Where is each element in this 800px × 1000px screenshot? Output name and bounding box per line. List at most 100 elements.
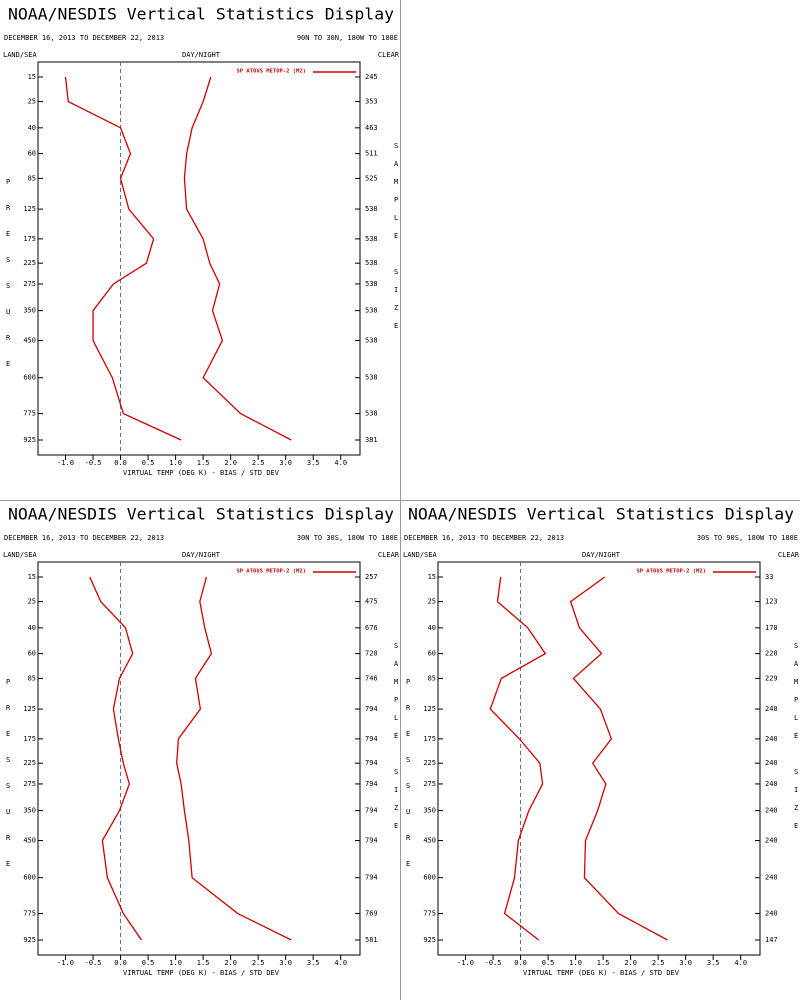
sample-size: 794 xyxy=(365,759,378,767)
y-tick-label: 40 xyxy=(428,624,436,632)
day-night: DAY/NIGHT xyxy=(582,551,621,559)
y-tick-label: 40 xyxy=(28,124,36,132)
sample-size: 229 xyxy=(765,674,778,682)
sample-size: 381 xyxy=(365,436,378,444)
std-dev-line xyxy=(176,576,292,941)
y-tick-label: 925 xyxy=(423,936,436,944)
x-tick-label: 3.5 xyxy=(307,959,320,967)
x-tick-label: 1.5 xyxy=(197,959,210,967)
y-tick-label: 225 xyxy=(23,259,36,267)
sample-size: 147 xyxy=(765,936,778,944)
y-tick-label: 450 xyxy=(423,837,436,845)
sample-size: 538 xyxy=(365,374,378,382)
sample-size: 769 xyxy=(365,910,378,918)
sample-size: 538 xyxy=(365,205,378,213)
sample-size: 676 xyxy=(365,624,378,632)
sample-size: 794 xyxy=(365,780,378,788)
sample-size: 240 xyxy=(765,910,778,918)
x-axis-label: VIRTUAL TEMP (DEG K) - BIAS / STD DEV xyxy=(123,969,280,977)
x-tick-label: -1.0 xyxy=(57,459,74,467)
y-tick-label: 85 xyxy=(28,674,36,682)
y-tick-label: 350 xyxy=(23,307,36,315)
y-tick-label: 15 xyxy=(28,573,36,581)
sample-size: 353 xyxy=(365,98,378,106)
y-tick-label: 60 xyxy=(28,150,36,158)
sample-size: 794 xyxy=(365,837,378,845)
sample-size: 746 xyxy=(365,674,378,682)
y-tick-label: 600 xyxy=(423,874,436,882)
plot-frame xyxy=(37,61,361,456)
region: 30N TO 30S, 180W TO 180E xyxy=(297,534,398,542)
legend-label: SP ATOVS METOP-2 (M2) xyxy=(636,569,706,575)
sample-size: 794 xyxy=(365,874,378,882)
y-tick-label: 25 xyxy=(28,98,36,106)
x-tick-label: 0.5 xyxy=(142,959,155,967)
y-tick-label: 85 xyxy=(428,674,436,682)
x-tick-label: 2.5 xyxy=(252,959,265,967)
sample-size: 240 xyxy=(765,837,778,845)
x-tick-label: 2.0 xyxy=(224,459,237,467)
x-tick-label: 3.0 xyxy=(679,959,692,967)
sample-size: 257 xyxy=(365,573,378,581)
plot-frame xyxy=(437,561,761,956)
y-tick-label: 15 xyxy=(28,73,36,81)
std-dev-line xyxy=(183,76,292,441)
y-tick-label: 925 xyxy=(23,936,36,944)
x-tick-label: 3.5 xyxy=(707,959,720,967)
day-night: DAY/NIGHT xyxy=(182,551,221,559)
bias-line xyxy=(489,576,547,941)
land-sea: LAND/SEA xyxy=(3,51,38,59)
day-night: DAY/NIGHT xyxy=(182,51,221,59)
clear: CLEAR xyxy=(378,551,400,559)
x-tick-label: 4.0 xyxy=(734,959,747,967)
sample-size: 123 xyxy=(765,598,778,606)
sample-size: 240 xyxy=(765,735,778,743)
y-tick-label: 775 xyxy=(423,910,436,918)
chart-title: NOAA/NESDIS Vertical Statistics Display xyxy=(8,5,394,24)
y-tick-label: 275 xyxy=(23,780,36,788)
sample-size: 245 xyxy=(365,73,378,81)
y-tick-label: 275 xyxy=(23,280,36,288)
sample-size: 538 xyxy=(365,235,378,243)
y-tick-label: 225 xyxy=(423,759,436,767)
land-sea: LAND/SEA xyxy=(403,551,438,559)
bias-line xyxy=(64,76,182,441)
sample-size: 538 xyxy=(365,280,378,288)
sample-size: 525 xyxy=(365,174,378,182)
region: 30S TO 90S, 180W TO 180E xyxy=(697,534,798,542)
chart-panel: NOAA/NESDIS Vertical Statistics Display D… xyxy=(3,505,400,978)
x-tick-label: 1.0 xyxy=(169,959,182,967)
region: 90N TO 30N, 180W TO 180E xyxy=(297,34,398,42)
y-tick-label: 925 xyxy=(23,436,36,444)
chart-panel: NOAA/NESDIS Vertical Statistics Display D… xyxy=(3,5,400,478)
sample-size: 794 xyxy=(365,705,378,713)
x-tick-label: 2.0 xyxy=(224,959,237,967)
clear: CLEAR xyxy=(778,551,800,559)
x-tick-label: 3.0 xyxy=(279,959,292,967)
y-tick-label: 450 xyxy=(23,337,36,345)
sample-size: 240 xyxy=(765,874,778,882)
x-tick-label: 1.0 xyxy=(169,459,182,467)
chart-panel: NOAA/NESDIS Vertical Statistics Display D… xyxy=(403,505,800,978)
x-tick-label: 3.5 xyxy=(307,459,320,467)
y-tick-label: 175 xyxy=(23,235,36,243)
y-tick-label: 25 xyxy=(428,598,436,606)
y-tick-label: 125 xyxy=(23,705,36,713)
legend-label: SP ATOVS METOP-2 (M2) xyxy=(236,69,306,75)
x-tick-label: -0.5 xyxy=(485,959,502,967)
x-tick-label: 4.0 xyxy=(334,459,347,467)
y-tick-label: 600 xyxy=(23,874,36,882)
sample-size: 240 xyxy=(765,759,778,767)
sample-size: 720 xyxy=(365,650,378,658)
sample-size: 538 xyxy=(365,410,378,418)
y-tick-label: 125 xyxy=(423,705,436,713)
x-tick-label: -0.5 xyxy=(85,959,102,967)
x-tick-label: 1.0 xyxy=(569,959,582,967)
x-tick-label: 0.0 xyxy=(514,959,527,967)
